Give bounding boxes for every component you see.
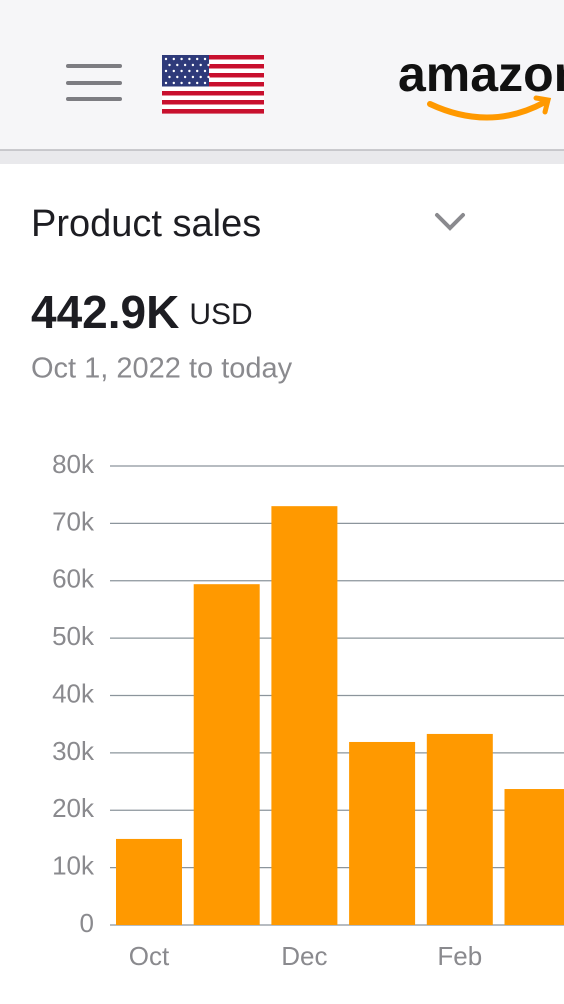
- date-range: Oct 1, 2022 to today: [31, 353, 293, 385]
- flag-stripe: [162, 109, 264, 114]
- y-tick-label: 0: [80, 908, 94, 938]
- flag-star: [168, 63, 171, 67]
- flag-star: [196, 81, 199, 85]
- total-value: 442.9K USD: [31, 286, 253, 338]
- flag-stripe: [162, 68, 264, 74]
- dropdown-chevron[interactable]: [435, 213, 465, 231]
- flag-star: [180, 81, 183, 85]
- flag-stripe: [162, 73, 264, 78]
- flag-star: [164, 69, 168, 73]
- total-currency: USD: [189, 298, 252, 331]
- total-amount: 442.9K: [31, 286, 179, 338]
- flag-stripe: [162, 91, 264, 96]
- flag-star: [207, 63, 210, 67]
- flag-star: [180, 69, 183, 73]
- y-tick-label: 20k: [52, 793, 95, 823]
- x-tick-label: Dec: [281, 941, 327, 971]
- logo-smile: [427, 99, 548, 121]
- flag-star: [203, 57, 207, 61]
- flag-stripe: [162, 55, 264, 60]
- y-tick-label: 50k: [52, 621, 95, 651]
- flag-star: [164, 81, 168, 85]
- bar: [193, 584, 260, 925]
- flag-star: [191, 75, 195, 79]
- y-tick-label: 10k: [52, 851, 95, 881]
- x-tick-label: Feb: [437, 941, 482, 971]
- flag-star: [180, 57, 183, 61]
- y-tick-label: 40k: [52, 678, 95, 708]
- bar: [271, 506, 338, 925]
- y-tick-label: 70k: [52, 506, 95, 536]
- card-title: Product sales: [31, 203, 261, 245]
- flag-stripe: [162, 64, 264, 69]
- flag-star: [188, 69, 191, 73]
- flag-star: [196, 69, 199, 73]
- y-tick-label: 30k: [52, 736, 95, 766]
- menu-line: [66, 81, 122, 85]
- flag-star: [176, 63, 179, 67]
- flag-stripe: [162, 104, 264, 110]
- flag-star: [199, 63, 202, 67]
- menu-button[interactable]: [66, 64, 122, 101]
- flag-stripe: [162, 95, 264, 101]
- flag-star: [188, 57, 191, 61]
- menu-line: [66, 97, 122, 101]
- logo-arrow: [533, 95, 552, 115]
- flag-star: [203, 81, 207, 85]
- flag-stripe: [162, 82, 264, 87]
- flag-star: [183, 63, 187, 67]
- flag-star: [188, 81, 191, 85]
- flag-star: [172, 69, 175, 73]
- flag-star: [168, 75, 171, 79]
- country-flag[interactable]: [162, 55, 264, 114]
- flag-star: [164, 57, 168, 61]
- bar: [349, 741, 416, 925]
- y-tick-label: 60k: [52, 564, 95, 594]
- flag-star: [199, 75, 202, 79]
- y-tick-label: 80k: [52, 449, 95, 479]
- menu-line: [66, 64, 122, 68]
- flag-stripe: [162, 100, 264, 105]
- flag-star: [183, 75, 187, 79]
- flag-star: [203, 69, 207, 73]
- flag-star: [176, 75, 179, 79]
- bar: [426, 733, 493, 925]
- x-tick-label: Oct: [129, 941, 170, 971]
- flag-stripe: [162, 77, 264, 83]
- bar: [504, 789, 564, 925]
- flag-star: [172, 57, 175, 61]
- header-divider: [0, 150, 564, 164]
- flag-stripe: [162, 86, 264, 92]
- flag-star: [196, 57, 199, 61]
- chart: 0 10k 20k 30k 40k 50k 60k 70k 80k Oct Dec Feb: [52, 449, 564, 971]
- amazon-logo[interactable]: amazon: [398, 46, 564, 102]
- flag-canton: [162, 55, 209, 87]
- flag-star: [191, 63, 195, 67]
- flag-star: [207, 75, 210, 79]
- flag-star: [172, 81, 175, 85]
- flag-stripe: [162, 59, 264, 65]
- header-bar: [0, 0, 564, 150]
- bar: [116, 838, 182, 925]
